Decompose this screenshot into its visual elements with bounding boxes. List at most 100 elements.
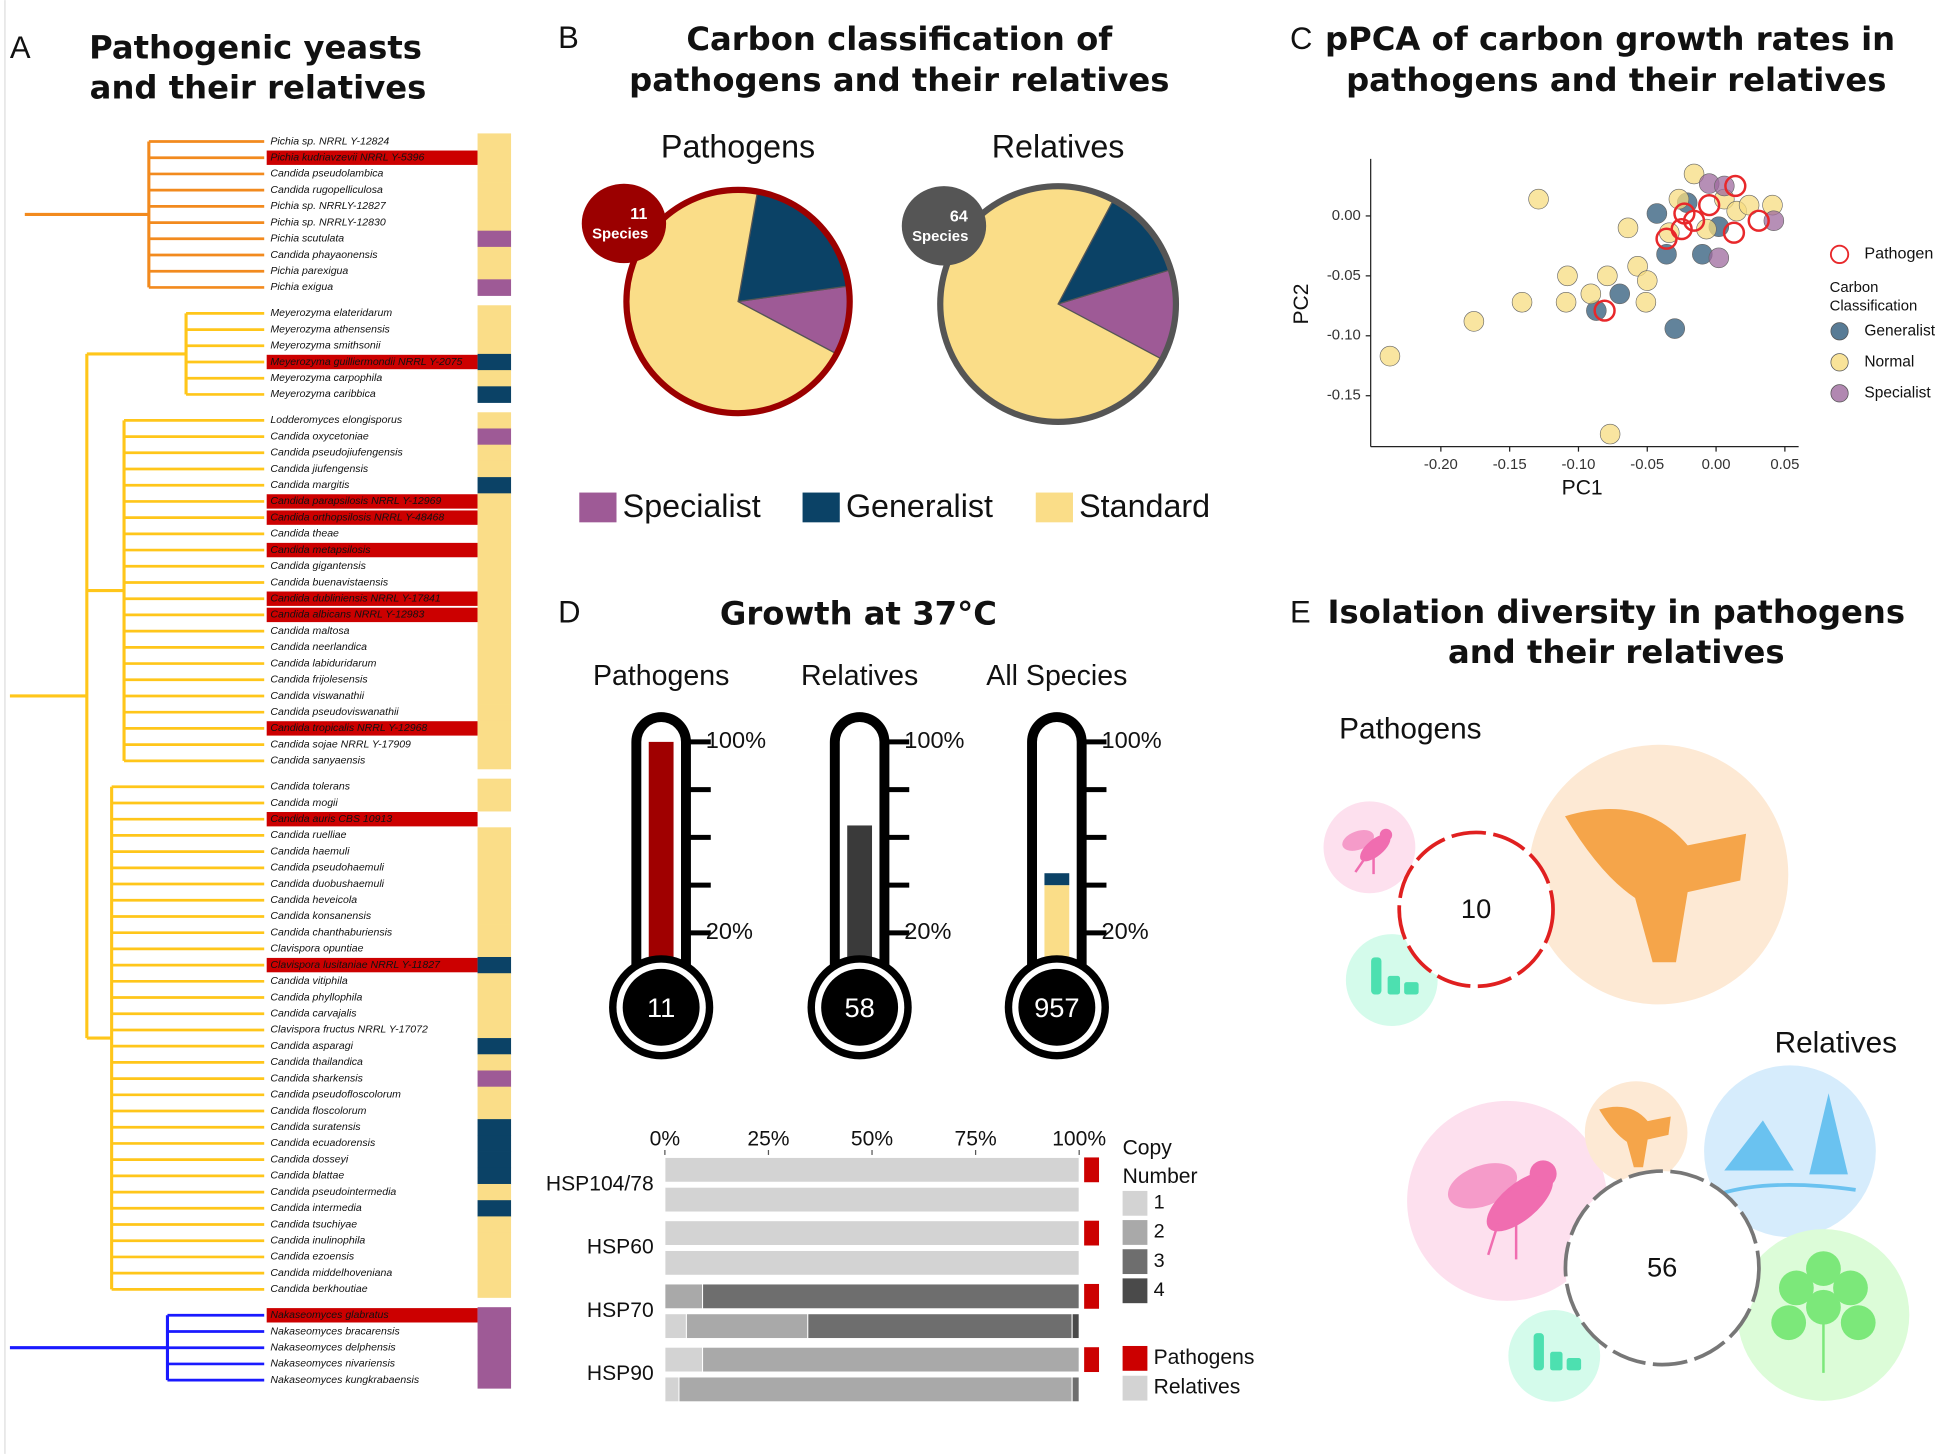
count: 11 bbox=[630, 205, 647, 223]
species-label: Candida pseudofloscolorum bbox=[270, 1089, 401, 1101]
point bbox=[1463, 311, 1485, 332]
species-label: Meyerozyma elateridarum bbox=[270, 307, 392, 319]
species-label: Candida pseudohaemuli bbox=[270, 862, 384, 874]
species-label: Candida ezoensis bbox=[270, 1251, 354, 1263]
pathogen-highlight bbox=[266, 591, 478, 606]
species-label: Nakaseomyces bracarensis bbox=[270, 1325, 400, 1337]
icon bbox=[1404, 982, 1419, 995]
carbon-cell bbox=[477, 1151, 512, 1169]
pathogen-highlight bbox=[266, 510, 478, 525]
carbon-cell bbox=[477, 671, 512, 689]
species-label: Candida orthopsilosis NRRL Y-48468 bbox=[270, 511, 444, 523]
carbon-cell bbox=[477, 198, 512, 215]
species-label: Candida tolerans bbox=[270, 781, 350, 793]
species-label: Pichia scutulata bbox=[270, 233, 344, 245]
group-marker bbox=[1084, 1220, 1100, 1246]
pathogen-highlight bbox=[266, 354, 478, 370]
legend-title: Classification bbox=[1830, 298, 1918, 314]
point bbox=[1609, 283, 1630, 305]
species-label: Candida ruelliae bbox=[270, 829, 346, 841]
icon bbox=[1719, 1183, 1856, 1196]
icon bbox=[1806, 1289, 1841, 1325]
x-tick-label: 75% bbox=[955, 1128, 997, 1151]
species-label: Candida phayaonensis bbox=[270, 249, 378, 261]
carbon-cell bbox=[477, 263, 512, 280]
carbon-cell bbox=[477, 590, 512, 608]
carbon-cell bbox=[477, 1232, 512, 1250]
center-ring bbox=[1397, 830, 1555, 989]
bar-segment bbox=[664, 1249, 1080, 1276]
carbon-cell bbox=[477, 843, 512, 861]
icon bbox=[1487, 1222, 1518, 1260]
pathogen-highlight bbox=[266, 721, 478, 736]
point bbox=[1698, 193, 1721, 217]
title: pathogens and their relatives bbox=[629, 61, 1169, 99]
fill-level bbox=[1044, 873, 1070, 886]
species-label: Candida frijolesensis bbox=[270, 674, 368, 686]
legend-swatch bbox=[1122, 1220, 1148, 1245]
carbon-cell bbox=[477, 720, 512, 737]
pie-label: Pathogens bbox=[661, 128, 815, 164]
species-label: Candida pseudojiufengensis bbox=[270, 447, 403, 459]
species-label: Candida neerlandica bbox=[270, 641, 367, 653]
x-tick-label: 0.05 bbox=[1770, 457, 1799, 473]
species-label: Clavispora fructus NRRL Y-17072 bbox=[270, 1024, 428, 1036]
carbon-cell bbox=[477, 305, 512, 322]
bar-segment bbox=[702, 1346, 1080, 1373]
x-tick-label: 0.00 bbox=[1702, 457, 1731, 473]
legend-label: 1 bbox=[1154, 1192, 1165, 1214]
bar-segment bbox=[664, 1313, 687, 1340]
carbon-cell bbox=[477, 892, 512, 909]
point bbox=[1763, 210, 1785, 231]
icon bbox=[1771, 1305, 1807, 1341]
point bbox=[1635, 291, 1657, 313]
species-label: Candida margitis bbox=[270, 479, 350, 491]
species-label: Candida albicans NRRL Y-12983 bbox=[270, 609, 424, 621]
species-label: Candida pseudolambica bbox=[270, 168, 383, 180]
group-marker bbox=[1084, 1157, 1100, 1183]
carbon-cell bbox=[477, 924, 512, 942]
icon bbox=[1564, 809, 1747, 963]
point bbox=[1656, 244, 1677, 265]
legend-label: Specialist bbox=[623, 488, 761, 524]
count: 957 bbox=[1034, 992, 1080, 1023]
count-label: Species bbox=[592, 226, 648, 242]
title: pathogens and their relatives bbox=[1346, 61, 1886, 99]
icon bbox=[1779, 1270, 1814, 1306]
pathogen-highlight bbox=[266, 1308, 478, 1323]
point bbox=[1664, 318, 1686, 339]
species-label: Pichia exigua bbox=[270, 281, 333, 293]
icon bbox=[1387, 975, 1401, 995]
carbon-cell bbox=[477, 752, 512, 770]
bar-segment bbox=[664, 1156, 1080, 1183]
x-tick-label: 100% bbox=[1052, 1128, 1106, 1151]
carbon-cell bbox=[477, 1183, 512, 1201]
pie-border bbox=[937, 183, 1180, 425]
point bbox=[1528, 188, 1549, 210]
category-label: HSP70 bbox=[587, 1299, 654, 1322]
title: Carbon classification of bbox=[686, 20, 1113, 58]
carbon-cell bbox=[477, 574, 512, 591]
title: Growth at 37°C bbox=[720, 594, 997, 632]
bulb-core bbox=[622, 968, 700, 1046]
group-label: Pathogens bbox=[1339, 713, 1481, 746]
pie-border bbox=[623, 186, 853, 417]
center-ring bbox=[1563, 1169, 1761, 1367]
carbon-cell bbox=[477, 1248, 512, 1266]
point bbox=[1597, 265, 1618, 287]
carbon-cell bbox=[477, 444, 512, 462]
legend-label: Specialist bbox=[1864, 384, 1931, 401]
legend-swatch bbox=[579, 492, 617, 523]
species-label: Candida jiufengensis bbox=[270, 463, 369, 475]
carbon-cell bbox=[477, 1372, 512, 1389]
carbon-cell bbox=[477, 1265, 512, 1282]
category-label: HSP90 bbox=[587, 1362, 654, 1385]
species-label: Pichia sp. NRRL Y-12824 bbox=[270, 135, 389, 147]
bar-segment bbox=[678, 1376, 1073, 1403]
x-tick-label: -0.10 bbox=[1562, 457, 1596, 473]
point bbox=[1724, 174, 1747, 198]
fill-level bbox=[1044, 885, 1070, 957]
carbon-cell bbox=[477, 386, 512, 403]
species-label: Candida auris CBS 10913 bbox=[270, 813, 392, 825]
